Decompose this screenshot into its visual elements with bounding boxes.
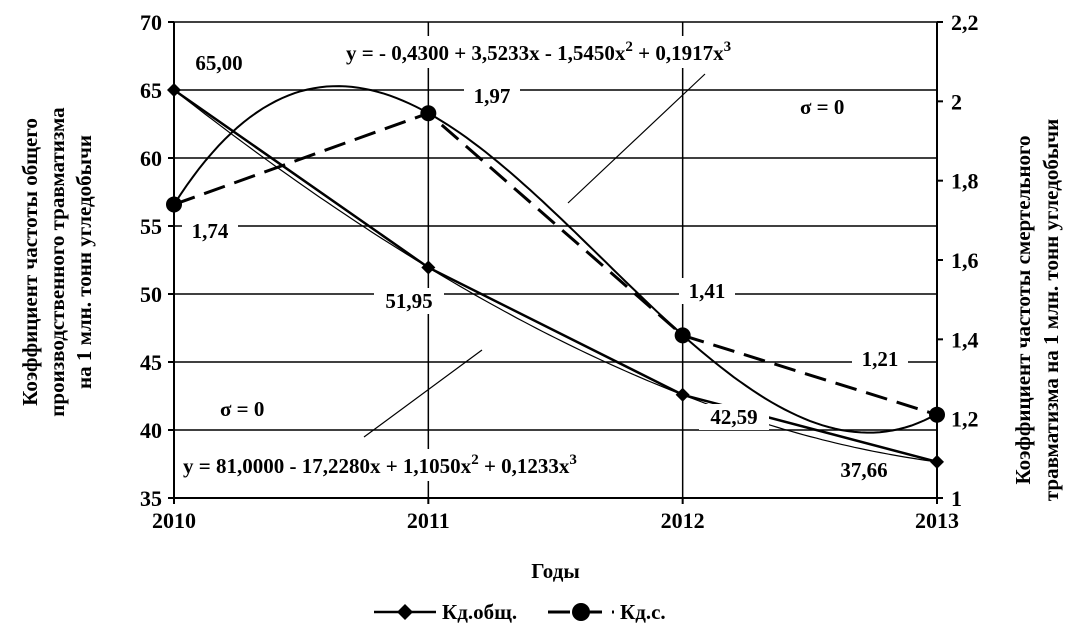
data-label-bg bbox=[184, 50, 254, 76]
data-label-bg bbox=[679, 278, 735, 304]
legend: Кд.общ. Кд.с. bbox=[374, 600, 666, 624]
right-tick-label: 1,8 bbox=[951, 169, 979, 194]
trend-kd-s bbox=[173, 85, 938, 434]
data-label-bg bbox=[699, 404, 769, 430]
marker-diamond bbox=[930, 454, 944, 469]
left-tick-label: 60 bbox=[140, 146, 162, 171]
data-label-bg bbox=[464, 83, 520, 109]
equation-top: y = - 0,4300 + 3,5233x - 1,5450x2 + 0,19… bbox=[346, 39, 731, 65]
x-tick-label: 2010 bbox=[152, 508, 196, 533]
leader-top bbox=[567, 73, 706, 204]
marker-circle bbox=[674, 327, 691, 344]
data-label: 65,00 bbox=[195, 51, 242, 75]
data-label-bg bbox=[374, 288, 444, 314]
left-tick-label: 70 bbox=[140, 10, 162, 35]
marker-circle bbox=[929, 406, 945, 423]
sigma-bg bbox=[792, 92, 902, 122]
right-axis-title: травматизма на 1 млн. тонн угледобычи bbox=[1039, 119, 1063, 501]
right-axis-title: Коэффициент частоты смертельного bbox=[1011, 135, 1035, 484]
equation-bg bbox=[340, 36, 832, 68]
left-axis-title: Коэффициент частоты общего bbox=[18, 118, 42, 406]
annotations: y = - 0,4300 + 3,5233x - 1,5450x2 + 0,19… bbox=[177, 36, 902, 481]
trend-kd-obsch bbox=[173, 89, 938, 463]
data-label-bg bbox=[852, 346, 908, 372]
right-tick-label: 2,2 bbox=[951, 10, 979, 35]
axis-titles: Коэффициент частоты общего производственн… bbox=[18, 107, 1063, 583]
x-tick-label: 2012 bbox=[661, 508, 705, 533]
series-line-kd-obsch bbox=[173, 88, 938, 464]
legend-label-kd-s: Кд.с. bbox=[620, 600, 666, 624]
series-lines bbox=[166, 83, 945, 469]
left-axis-title: на 1 млн. тонн угледобычи bbox=[72, 135, 96, 389]
leader-bottom bbox=[363, 349, 483, 438]
data-label: 42,59 bbox=[710, 405, 757, 429]
data-label: 51,95 bbox=[385, 289, 432, 313]
marker-diamond bbox=[167, 83, 181, 97]
sigma-bottom: σ = 0 bbox=[220, 397, 264, 421]
x-tick-label: 2011 bbox=[407, 508, 450, 533]
data-label: 1,41 bbox=[689, 279, 726, 303]
left-tick-label: 65 bbox=[140, 78, 162, 103]
left-tick-label: 45 bbox=[140, 350, 162, 375]
data-label: 1,97 bbox=[474, 84, 511, 108]
legend-marker-circle bbox=[572, 603, 590, 621]
right-tick-label: 2 bbox=[951, 89, 962, 114]
right-tick-label: 1,6 bbox=[951, 248, 979, 273]
marker-circle bbox=[420, 105, 437, 122]
legend-marker-diamond bbox=[397, 604, 413, 620]
right-tick-label: 1,2 bbox=[951, 407, 979, 432]
data-label: 1,74 bbox=[192, 219, 229, 243]
data-labels: 65,00 51,95 42,59 37,66 1,74 1,97 1,41 1,21 bbox=[182, 50, 908, 483]
left-tick-label: 40 bbox=[140, 418, 162, 443]
sigma-top: σ = 0 bbox=[800, 95, 844, 119]
right-tick-label: 1 bbox=[951, 486, 962, 511]
data-label-bg bbox=[182, 218, 238, 244]
data-label-bg bbox=[829, 457, 899, 483]
data-label: 37,66 bbox=[840, 458, 887, 482]
left-tick-label: 55 bbox=[140, 214, 162, 239]
data-label: 1,21 bbox=[862, 347, 899, 371]
marker-circle bbox=[166, 196, 182, 213]
left-tick-label: 35 bbox=[140, 486, 162, 511]
left-axis-title: производственного травматизма bbox=[45, 107, 69, 417]
marker-diamond bbox=[675, 387, 690, 402]
x-tick-label: 2013 bbox=[915, 508, 959, 533]
legend-label-kd-obsch: Кд.общ. bbox=[442, 600, 517, 624]
equation-bg bbox=[177, 449, 680, 481]
tick-labels: 35 40 45 50 55 60 65 70 1 1,2 1,4 1,6 1,8 2 2,2 2010 201… bbox=[140, 10, 979, 533]
left-tick-label: 50 bbox=[140, 282, 162, 307]
marker-diamond bbox=[421, 260, 436, 275]
x-axis-title: Годы bbox=[531, 559, 579, 583]
right-tick-label: 1,4 bbox=[951, 327, 979, 352]
trend-curves bbox=[173, 85, 938, 463]
series-line-kd-s bbox=[173, 111, 938, 417]
sigma-bg bbox=[212, 394, 322, 424]
equation-bottom: y = 81,0000 - 17,2280x + 1,1050x2 + 0,12… bbox=[183, 452, 577, 478]
